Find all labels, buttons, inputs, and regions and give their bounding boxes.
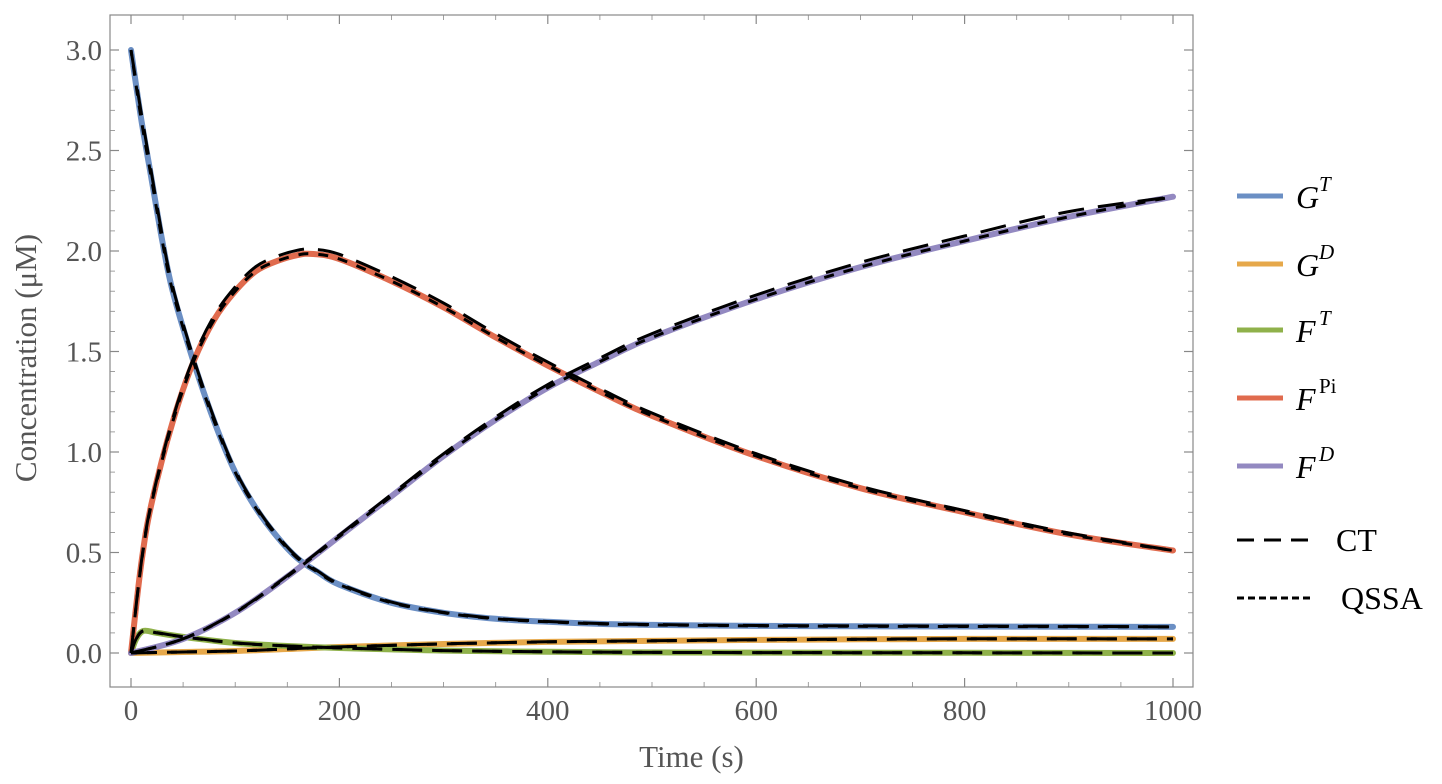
legend-sup-f-t: T [1319,306,1332,330]
legend-label-ct: CT [1336,522,1377,558]
legend-label-qssa: QSSA [1341,580,1423,616]
y-axis-title: Concentration (μM) [8,234,43,482]
legend-label-f-pi: F [1295,381,1316,417]
y-tick-label: 2.5 [66,136,102,168]
qssa-line-g-d [130,637,1173,655]
legend-label-f-d: F [1295,449,1316,485]
ct-line-f-d [130,195,1174,655]
legend-label-f-t: F [1295,313,1316,349]
x-tick-label: 1000 [1144,695,1202,727]
y-tick-label: 3.0 [66,35,102,67]
qssa-line-f-t [129,629,1174,655]
x-axis-title: Time (s) [639,739,744,774]
ct-line-f-pi [129,247,1174,654]
y-tick-label: 0.5 [66,538,102,570]
x-tick-label: 200 [318,695,362,727]
series-line-f-d [128,193,1176,656]
x-tick-label: 0 [124,695,139,727]
y-tick-label: 1.0 [66,437,102,469]
y-tick-label: 2.0 [66,236,102,268]
legend-sup-g-t: T [1319,172,1332,196]
y-tick-label: 0.0 [66,638,102,670]
x-tick-label: 600 [734,695,778,727]
y-tick-label: 1.5 [66,337,102,369]
qssa-line-f-d [130,195,1174,655]
axes: 0 200 400 600 800 1000 0.0 0.5 1.0 1.5 2.0 2.5 3.0 [66,15,1202,727]
legend-sup-f-d: D [1318,442,1334,466]
legend-sup-f-pi: Pi [1319,374,1337,398]
x-tick-label: 800 [943,695,987,727]
reference-curves [129,49,1174,655]
series-curves [128,47,1176,656]
legend-sup-g-d: D [1318,240,1334,264]
legend-label-g-d: G [1296,247,1319,283]
legend-label-g-t: G [1296,179,1319,215]
series-line-f-pi [128,250,1176,656]
x-tick-label: 400 [526,695,570,727]
qssa-line-g-t [129,49,1174,629]
qssa-line-f-pi [129,252,1174,654]
